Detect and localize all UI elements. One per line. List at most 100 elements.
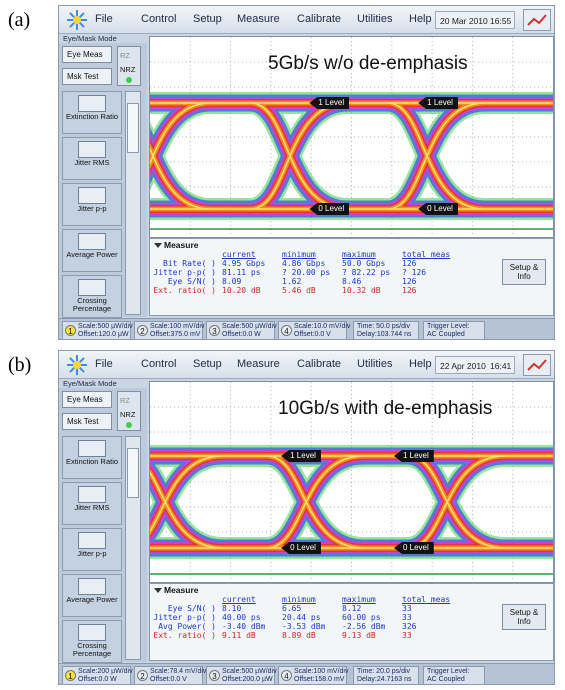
format-option[interactable]: RZ [120,396,130,405]
measure-value: 126 [402,286,416,295]
menu-item[interactable]: Utilities [357,13,392,25]
measure-value: ? 82.22 ps [342,268,390,277]
tool-button[interactable]: Jitter p-p [62,528,122,571]
mode-label: Eye/Mask Mode [63,379,117,388]
channel-number: 2 [137,325,148,336]
channel-scale: Scale:100 mV/div [294,668,348,675]
level-marker: 0 Level [418,203,458,215]
tool-icon [78,95,106,112]
setup-info-button[interactable]: Setup & Info [502,259,546,285]
channel-number: 3 [209,325,220,336]
tool-button[interactable]: Extinction Ratio [62,436,122,479]
format-option[interactable]: NRZ [120,410,135,419]
trigger-box[interactable]: Trigger Level:AC Coupled [423,321,485,340]
channel-scale: Scale:200 µW/div [78,668,133,675]
level-marker: 1 Level [418,97,458,109]
menu-item[interactable]: Utilities [357,358,392,370]
snapshot-stroke [528,15,546,25]
menu-item[interactable]: Calibrate [297,358,341,370]
side-button[interactable]: Msk Test [62,68,112,85]
measure-name: Bit Rate( ) [163,259,216,268]
panel-label: (a) [8,9,30,32]
trigger-level: Trigger Level: [427,323,470,330]
trigger-box[interactable]: Trigger Level:AC Coupled [423,666,485,685]
menu-item[interactable]: Control [141,13,176,25]
side-button[interactable]: Eye Meas [62,391,112,408]
snapshot-button[interactable] [523,354,551,376]
measure-value: 50.0 Gbps [342,259,385,268]
measure-name: Ext. ratio( ) [153,286,216,295]
menu-item[interactable]: File [95,358,113,370]
tool-button[interactable]: Jitter RMS [62,137,122,180]
menu-item[interactable]: File [95,13,113,25]
measure-value: -3.53 dBm [282,622,325,631]
setup-info-button[interactable]: Setup & Info [502,604,546,630]
menu-item[interactable]: Control [141,358,176,370]
measure-value: ? 20.00 ps [282,268,330,277]
measure-value: 8.10 [222,604,241,613]
measure-name: Jitter p-p( ) [153,613,216,622]
panel-label: (b) [8,354,31,377]
side-button[interactable]: Msk Test [62,413,112,430]
snapshot-button[interactable] [523,9,551,31]
tool-button[interactable]: Extinction Ratio [62,91,122,134]
side-button[interactable]: Eye Meas [62,46,112,63]
trigger-coupling: AC Coupled [427,676,465,683]
scope-window: File Control Setup Measure Calibrate Utilitie… [58,350,555,685]
menu-item[interactable]: Measure [237,358,280,370]
scroll-thumb [127,103,139,153]
channel-scale: Scale:500 µW/div [222,323,277,330]
timebase-scale: Time: 50.0 ps/div [357,323,410,330]
format-option[interactable]: RZ [120,51,130,60]
channel-scale: Scale:500 µW/div [78,323,133,330]
measure-value: 126 [402,259,416,268]
measure-value: -2.56 dBm [342,622,385,631]
menu-item[interactable]: Setup [193,13,222,25]
tool-label: Extinction Ratio [63,113,121,121]
tool-label: Crossing Percentage [63,297,121,313]
measure-name: Jitter p-p( ) [153,268,216,277]
tool-button[interactable]: Jitter RMS [62,482,122,525]
format-option[interactable]: NRZ [120,65,135,74]
time: 16:55 [490,16,511,26]
level-marker: 1 Level [309,97,349,109]
tool-button[interactable]: Average Power [62,574,122,617]
menu-item[interactable]: Help [409,358,432,370]
menu-item[interactable]: Measure [237,13,280,25]
tool-label: Jitter RMS [63,504,121,512]
menu-item[interactable]: Help [409,13,432,25]
menu-item[interactable]: Setup [193,358,222,370]
measure-value: 1.62 [282,277,301,286]
measure-value: 126 [402,277,416,286]
channel-offset: Offset:0.0 V [150,676,187,683]
tool-label: Average Power [63,596,121,604]
trigger-coupling: AC Coupled [427,331,465,338]
menu-item[interactable]: Calibrate [297,13,341,25]
tool-button[interactable]: Average Power [62,229,122,272]
tool-label: Crossing Percentage [63,642,121,658]
channel-number: 3 [209,670,220,681]
channel-offset: Offset:375.0 mV [150,331,200,338]
measure-header: total meas [402,595,450,604]
tool-button[interactable]: Jitter p-p [62,183,122,226]
tool-button[interactable]: Crossing Percentage [62,620,122,663]
measure-value: 40.00 ps [222,613,261,622]
measure-panel: Measurecurrentminimummaximumtotal measEy… [149,583,554,661]
format-indicator [126,77,132,83]
measure-value: 6.65 [282,604,301,613]
measure-value: 326 [402,622,416,631]
scope-window: File Control Setup Measure Calibrate Utilitie… [58,5,555,340]
tool-button[interactable]: Crossing Percentage [62,275,122,318]
measure-header: maximum [342,250,376,259]
tool-icon [78,141,106,158]
